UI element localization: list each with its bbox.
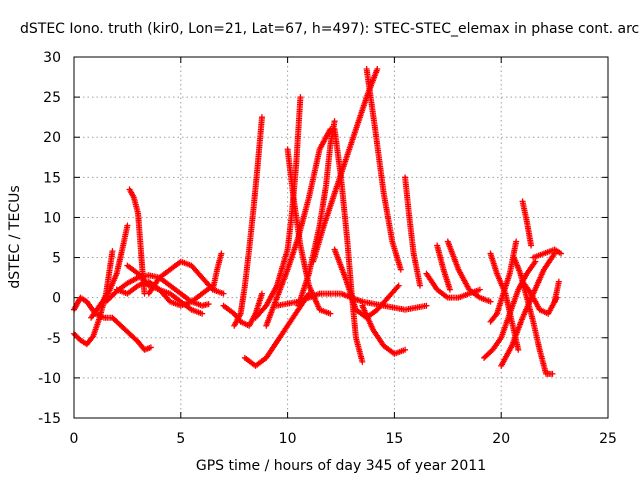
data-arc bbox=[331, 126, 366, 365]
data-point bbox=[558, 250, 565, 257]
data-arc bbox=[487, 238, 520, 325]
data-point bbox=[359, 358, 366, 365]
data-arc bbox=[363, 66, 404, 273]
data-point bbox=[487, 298, 494, 305]
data-arc bbox=[481, 258, 539, 361]
y-tick-label: 20 bbox=[43, 130, 61, 146]
y-tick-label: 30 bbox=[43, 50, 61, 66]
data-point bbox=[220, 290, 227, 297]
data-arc bbox=[434, 242, 453, 293]
data-point bbox=[515, 346, 522, 353]
data-point bbox=[549, 370, 556, 377]
data-arc bbox=[263, 126, 334, 329]
data-arc bbox=[310, 66, 381, 265]
data-point bbox=[124, 222, 131, 229]
data-arc bbox=[295, 118, 338, 309]
data-marks bbox=[71, 66, 565, 377]
y-axis-label: dSTEC / TECUs bbox=[7, 185, 23, 288]
data-arc bbox=[273, 290, 430, 313]
data-point bbox=[374, 66, 381, 73]
data-point bbox=[492, 312, 499, 319]
data-arc bbox=[71, 294, 154, 353]
data-point bbox=[397, 266, 404, 273]
data-point bbox=[147, 344, 154, 351]
data-point bbox=[446, 286, 453, 293]
y-tick-label: -5 bbox=[47, 331, 61, 347]
data-point bbox=[109, 248, 116, 255]
data-point bbox=[417, 282, 424, 289]
data-point bbox=[394, 283, 401, 290]
data-point bbox=[395, 282, 402, 289]
x-tick-label: 5 bbox=[176, 431, 185, 447]
data-point bbox=[331, 118, 338, 125]
data-arc bbox=[551, 278, 562, 305]
data-arc bbox=[423, 270, 483, 301]
axis-ticks: 0 5 10 15 20 25 -15 -10 -5 0 5 10 15 20 25 30 bbox=[38, 50, 617, 447]
data-point bbox=[258, 114, 265, 121]
data-point bbox=[402, 346, 409, 353]
x-axis-label: GPS time / hours of day 345 of year 2011 bbox=[196, 458, 486, 474]
plot-frame bbox=[73, 56, 609, 419]
data-point bbox=[205, 301, 212, 308]
data-point bbox=[513, 238, 520, 245]
y-tick-label: -15 bbox=[38, 411, 61, 427]
x-tick-label: 20 bbox=[492, 431, 510, 447]
x-tick-label: 15 bbox=[385, 431, 403, 447]
data-arc bbox=[241, 290, 312, 369]
data-arc bbox=[511, 254, 556, 377]
data-arc bbox=[124, 262, 206, 317]
data-point bbox=[258, 290, 265, 297]
data-point bbox=[199, 310, 206, 317]
data-arc bbox=[402, 174, 424, 289]
y-tick-label: 10 bbox=[43, 210, 61, 226]
x-tick-label: 10 bbox=[279, 431, 297, 447]
x-tick-label: 25 bbox=[599, 431, 617, 447]
chart-title: dSTEC Iono. truth (kir0, Lon=21, Lat=67,… bbox=[20, 21, 640, 37]
y-tick-label: 15 bbox=[43, 170, 61, 186]
data-point bbox=[327, 310, 334, 317]
data-point bbox=[218, 250, 225, 257]
data-arc bbox=[519, 198, 535, 249]
data-arc bbox=[209, 250, 225, 293]
data-arc bbox=[519, 278, 560, 317]
y-tick-label: 0 bbox=[52, 291, 61, 307]
data-arc bbox=[88, 222, 131, 321]
y-tick-label: -10 bbox=[38, 371, 61, 387]
x-tick-label: 0 bbox=[70, 431, 79, 447]
y-tick-label: 5 bbox=[52, 251, 61, 267]
data-point bbox=[555, 278, 562, 285]
data-arc bbox=[231, 114, 265, 329]
data-arc bbox=[359, 302, 409, 357]
data-point bbox=[297, 94, 304, 101]
data-arc bbox=[284, 146, 334, 317]
y-tick-label: 25 bbox=[43, 90, 61, 106]
data-point bbox=[423, 302, 430, 309]
data-arc bbox=[530, 246, 565, 261]
data-point bbox=[476, 286, 483, 293]
data-point bbox=[528, 242, 535, 249]
data-point bbox=[89, 334, 96, 341]
data-arc bbox=[444, 238, 494, 305]
